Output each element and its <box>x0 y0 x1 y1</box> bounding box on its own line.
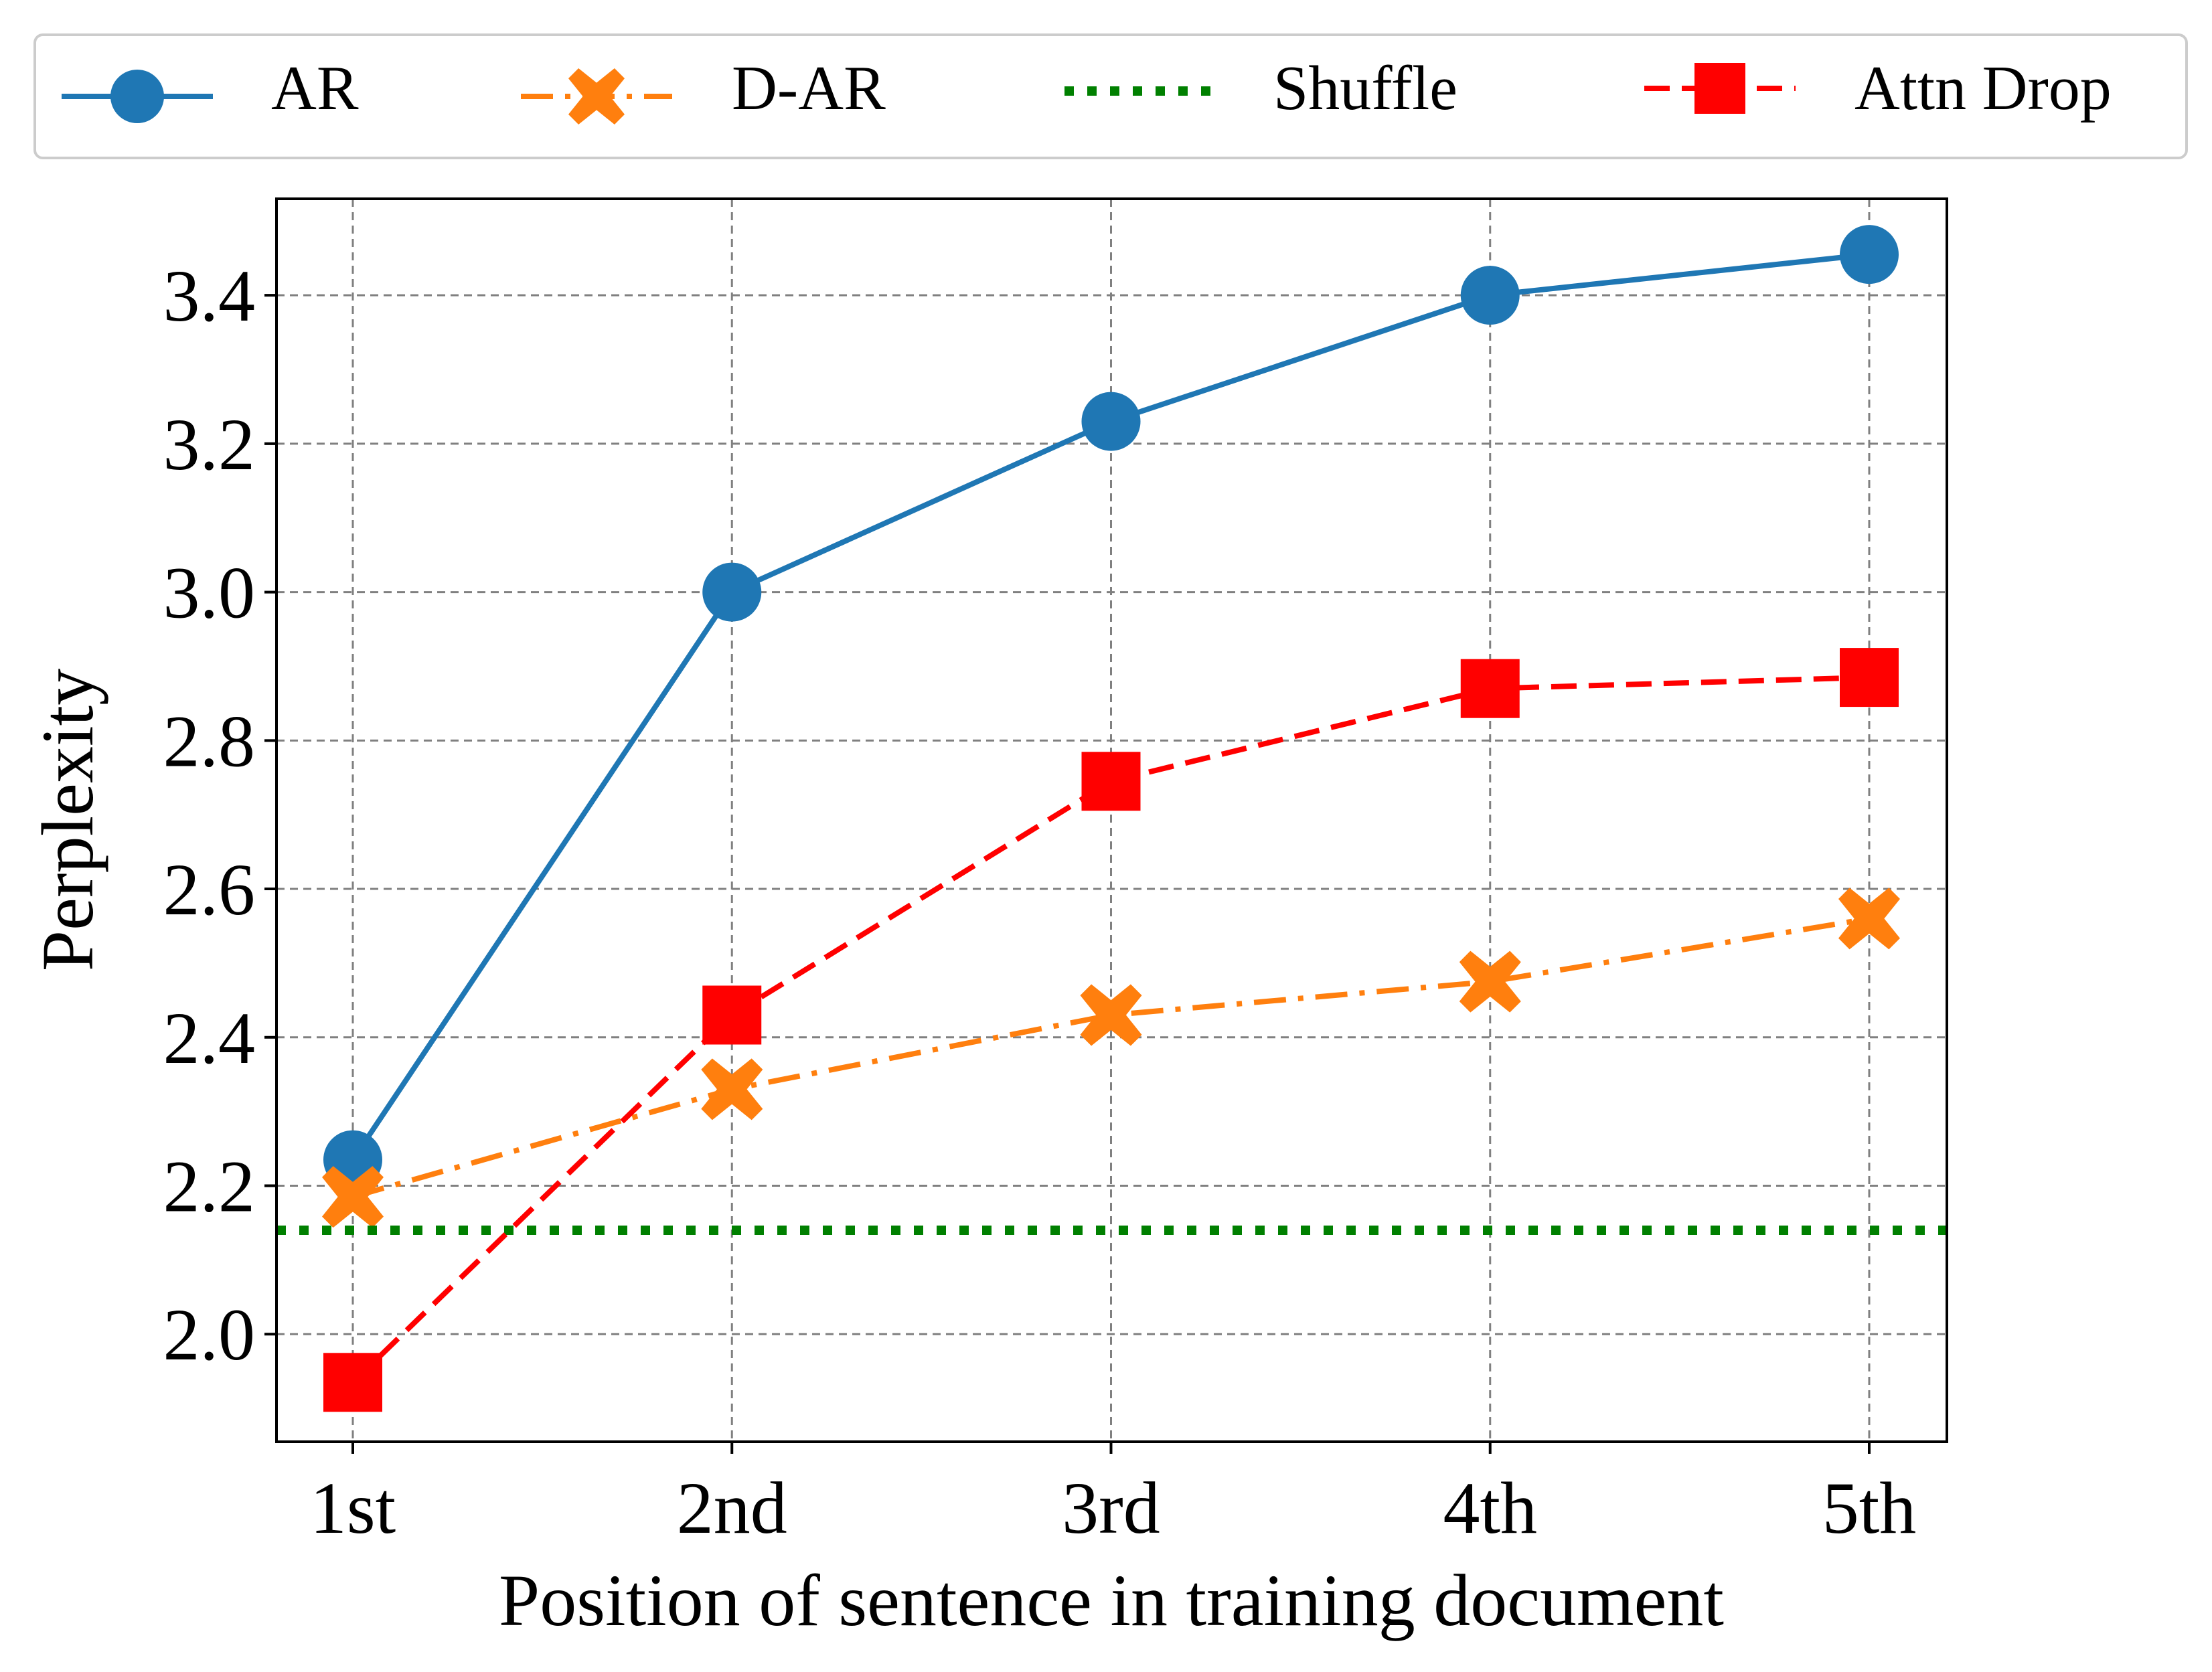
data-point[interactable] <box>702 562 762 622</box>
data-point[interactable] <box>323 1353 382 1412</box>
data-point[interactable] <box>1080 984 1142 1046</box>
legend-marker-attn-drop <box>1694 63 1745 114</box>
y-tick-label: 2.0 <box>163 1294 256 1375</box>
series-attn-drop <box>323 648 1899 1412</box>
x-tick-label: 3rd <box>1062 1467 1160 1549</box>
data-point[interactable] <box>1081 752 1141 811</box>
x-axis-label: Position of sentence in training documen… <box>499 1560 1724 1641</box>
y-tick-label: 3.2 <box>163 404 256 485</box>
legend-entry-shuffle[interactable]: Shuffle <box>1064 54 1457 123</box>
series-line <box>351 675 1870 1385</box>
legend-marker-ar <box>110 70 164 123</box>
legend-label-ar: AR <box>271 54 359 123</box>
data-point[interactable] <box>1459 950 1521 1013</box>
y-tick-label: 3.0 <box>163 552 256 634</box>
legend-label-attn-drop: Attn Drop <box>1854 54 2112 123</box>
x-tick-label: 1st <box>310 1467 396 1549</box>
legend-entry-attn-drop[interactable]: Attn Drop <box>1644 54 2112 123</box>
ticks: 1st 2nd 3rd 4th 5th 2.0 2.2 2.4 2.6 2.8 3.0 3.2 3.4 <box>163 255 1917 1549</box>
legend-entry-ar[interactable]: AR <box>62 54 359 123</box>
data-point[interactable] <box>1838 888 1900 950</box>
data-point[interactable] <box>322 1166 384 1228</box>
y-tick-label: 2.4 <box>163 997 256 1079</box>
y-axis-label: Perplexity <box>27 669 108 971</box>
data-point[interactable] <box>701 1058 763 1120</box>
y-tick-label: 3.4 <box>163 255 256 337</box>
series-ar <box>323 225 1899 1189</box>
series-d-ar <box>322 888 1900 1228</box>
y-tick-label: 2.8 <box>163 700 256 782</box>
legend-label-d-ar: D-AR <box>732 54 886 123</box>
data-point[interactable] <box>1840 225 1899 284</box>
data-point[interactable] <box>1081 392 1141 451</box>
data-point[interactable] <box>1460 266 1520 325</box>
y-tick-label: 2.2 <box>163 1146 256 1228</box>
series-line <box>351 916 1870 1199</box>
data-point[interactable] <box>702 985 762 1045</box>
legend-marker-d-ar <box>568 68 625 124</box>
legend-frame <box>33 33 2188 159</box>
y-tick-label: 2.6 <box>163 849 256 930</box>
x-tick-label: 2nd <box>677 1467 787 1549</box>
x-tick-label: 4th <box>1443 1467 1537 1549</box>
data-point[interactable] <box>1840 648 1899 707</box>
series-layer <box>276 225 1947 1412</box>
data-point[interactable] <box>1460 659 1520 718</box>
legend: AR D-AR Shuffle Attn Drop <box>33 33 2188 159</box>
x-tick-label: 5th <box>1822 1467 1917 1549</box>
legend-label-shuffle: Shuffle <box>1273 54 1457 123</box>
legend-entry-d-ar[interactable]: D-AR <box>521 54 886 124</box>
